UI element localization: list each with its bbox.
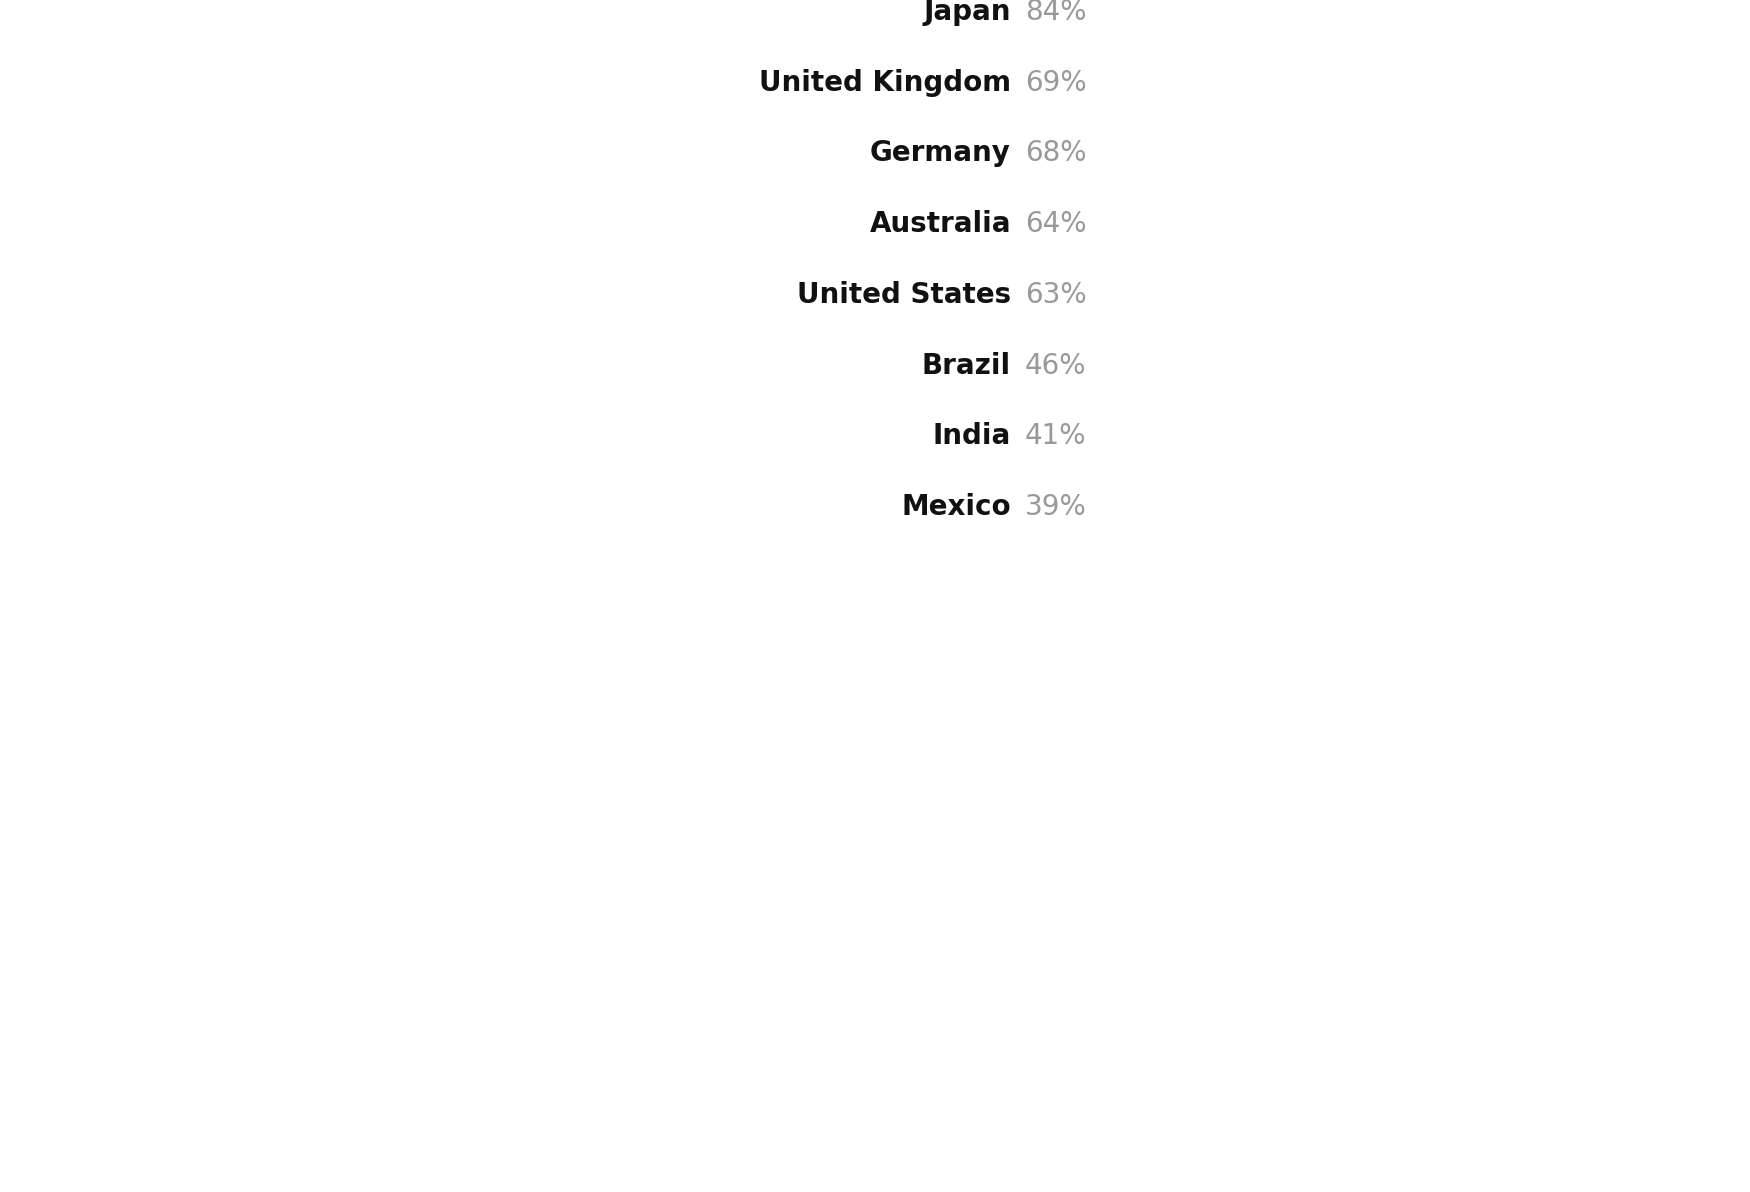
Polygon shape [1040,336,1428,1103]
Polygon shape [509,195,1040,1063]
Text: Japan: Japan [924,0,1011,26]
Polygon shape [415,54,1710,1192]
Text: 39%: 39% [1026,493,1087,521]
Text: United Kingdom: United Kingdom [760,69,1012,97]
Polygon shape [296,0,1750,1192]
Text: 68%: 68% [1026,139,1087,168]
Text: 41%: 41% [1026,422,1087,451]
Circle shape [721,408,1356,1044]
Polygon shape [649,336,1136,1115]
Polygon shape [579,266,1040,1041]
Polygon shape [704,266,1498,1185]
Circle shape [509,195,1570,1192]
Text: Brazil: Brazil [922,352,1011,379]
Polygon shape [495,125,1640,1192]
Text: Australia: Australia [870,210,1012,238]
Circle shape [649,336,1428,1115]
Polygon shape [791,478,1197,973]
Circle shape [863,548,1216,902]
Polygon shape [368,54,1040,973]
Polygon shape [413,0,1040,359]
Text: 46%: 46% [1026,352,1087,379]
Circle shape [296,0,1750,1192]
Polygon shape [438,125,1040,981]
Text: 63%: 63% [1026,281,1087,309]
Polygon shape [721,408,1209,1044]
Text: 69%: 69% [1026,69,1087,97]
Polygon shape [1040,478,1286,917]
Circle shape [579,266,1498,1185]
Text: 84%: 84% [1026,0,1087,26]
Text: United States: United States [796,281,1011,309]
Polygon shape [1040,408,1356,994]
Polygon shape [630,195,1570,1192]
Circle shape [863,548,1216,902]
Circle shape [438,125,1640,1192]
Circle shape [791,478,1286,973]
Text: Mexico: Mexico [901,493,1011,521]
Text: 64%: 64% [1026,210,1087,238]
Text: Germany: Germany [870,139,1012,168]
Circle shape [368,54,1710,1192]
Text: India: India [933,422,1011,451]
